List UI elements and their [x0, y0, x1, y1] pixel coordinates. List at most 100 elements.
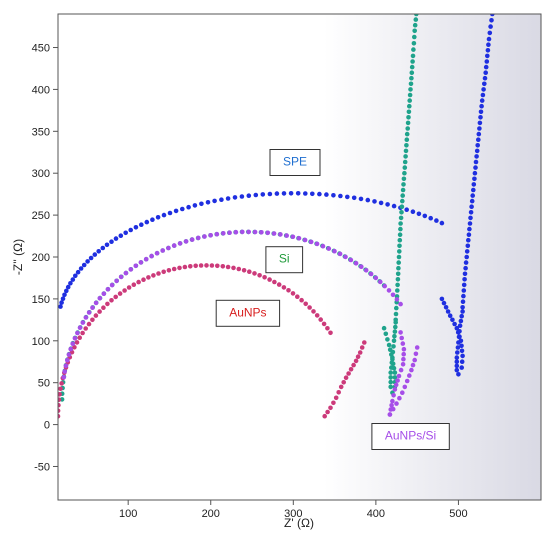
- data-point: [414, 345, 420, 350]
- data-point: [450, 317, 455, 323]
- data-point: [404, 137, 410, 142]
- data-point: [322, 413, 328, 419]
- data-point: [409, 70, 415, 75]
- data-point: [321, 321, 327, 327]
- data-point: [118, 233, 124, 238]
- data-point: [414, 14, 419, 17]
- data-point: [272, 279, 277, 285]
- data-point: [65, 357, 70, 363]
- data-point: [173, 208, 179, 214]
- data-point: [402, 159, 408, 165]
- data-point: [271, 231, 277, 236]
- data-point: [365, 197, 371, 203]
- data-point: [193, 263, 198, 269]
- data-point: [331, 193, 336, 198]
- data-point: [462, 271, 468, 277]
- data-point: [267, 191, 273, 197]
- data-point: [464, 254, 470, 260]
- data-point: [428, 215, 434, 221]
- data-point: [136, 279, 141, 285]
- data-point: [96, 249, 101, 254]
- data-point: [257, 273, 262, 278]
- data-point: [388, 375, 394, 380]
- y-tick-label: 0: [44, 420, 50, 432]
- data-point: [474, 148, 480, 154]
- data-point: [388, 370, 394, 375]
- data-point: [409, 64, 415, 70]
- data-point: [325, 409, 330, 415]
- data-point: [118, 274, 124, 280]
- data-point: [469, 198, 475, 204]
- data-point: [114, 278, 119, 284]
- data-point: [202, 234, 207, 239]
- data-point: [353, 261, 359, 266]
- data-point: [387, 412, 393, 417]
- data-point: [368, 271, 374, 277]
- data-point: [402, 384, 408, 390]
- data-point: [281, 191, 287, 196]
- y-tick-label: 250: [32, 210, 50, 222]
- data-point: [307, 305, 312, 310]
- data-point: [471, 182, 477, 187]
- data-point: [382, 283, 388, 289]
- data-point: [341, 380, 347, 385]
- y-tick-label: 150: [32, 294, 50, 306]
- data-point: [400, 198, 405, 204]
- data-point: [390, 398, 395, 404]
- data-point: [386, 342, 392, 348]
- data-point: [393, 324, 398, 330]
- data-point: [473, 165, 478, 170]
- data-point: [410, 362, 416, 368]
- data-point: [332, 248, 337, 254]
- data-point: [463, 260, 469, 265]
- data-point: [389, 365, 394, 370]
- data-point: [358, 196, 364, 202]
- annotation-si: Si: [265, 246, 304, 274]
- data-point: [122, 288, 127, 293]
- data-point: [88, 255, 94, 261]
- data-point: [343, 375, 349, 381]
- data-point: [204, 263, 209, 268]
- data-point: [466, 232, 472, 237]
- data-point: [470, 193, 476, 198]
- data-point: [479, 103, 484, 109]
- data-point: [404, 131, 410, 137]
- data-point: [372, 199, 377, 204]
- data-point: [373, 275, 379, 281]
- data-point: [489, 18, 494, 23]
- data-point: [160, 248, 165, 253]
- data-point: [72, 336, 78, 341]
- data-point: [188, 264, 193, 269]
- data-point: [413, 351, 419, 357]
- data-point: [126, 285, 132, 290]
- data-point: [381, 325, 387, 331]
- data-point: [351, 362, 356, 368]
- data-point: [199, 201, 204, 207]
- data-point: [459, 365, 465, 370]
- data-point: [457, 323, 463, 329]
- data-point: [407, 92, 413, 98]
- data-point: [416, 211, 422, 217]
- data-point: [454, 363, 460, 369]
- data-point: [395, 277, 401, 282]
- data-point: [441, 300, 447, 306]
- series-layer: [58, 14, 495, 419]
- data-point: [58, 304, 63, 309]
- annotation-text: AuNPs: [229, 305, 266, 319]
- data-point: [353, 358, 359, 364]
- data-point: [412, 28, 418, 34]
- data-point: [467, 221, 473, 226]
- data-point: [338, 384, 344, 390]
- data-point: [260, 192, 266, 197]
- data-point: [456, 334, 462, 340]
- data-point: [276, 282, 282, 287]
- data-point: [286, 288, 291, 293]
- data-point: [455, 345, 461, 350]
- data-point: [396, 265, 401, 271]
- data-point: [331, 400, 336, 406]
- data-point: [196, 235, 201, 241]
- data-point: [117, 291, 123, 296]
- data-point: [295, 191, 301, 196]
- data-point: [460, 299, 466, 305]
